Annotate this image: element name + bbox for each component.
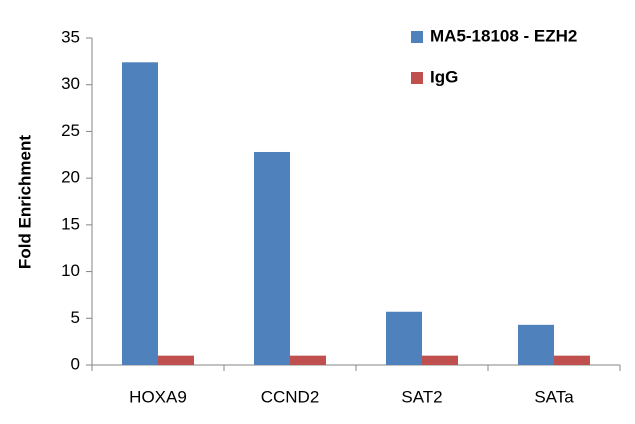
y-tick-label: 5 xyxy=(71,308,80,327)
x-tick-label: SATa xyxy=(534,387,574,406)
y-axis-label: Fold Enrichment xyxy=(15,135,34,269)
x-tick-label: HOXA9 xyxy=(129,387,187,406)
legend-label: MA5-18108 - EZH2 xyxy=(430,26,577,45)
x-tick-label: CCND2 xyxy=(261,387,320,406)
y-tick-label: 10 xyxy=(61,261,80,280)
y-tick-label: 20 xyxy=(61,168,80,187)
bar xyxy=(254,151,290,365)
bar xyxy=(554,355,590,365)
legend-swatch xyxy=(411,31,423,43)
legend-label: IgG xyxy=(430,67,458,86)
legend-swatch xyxy=(411,72,423,84)
y-tick-label: 25 xyxy=(61,121,80,140)
y-tick-label: 30 xyxy=(61,74,80,93)
bar xyxy=(386,311,422,365)
bar xyxy=(122,62,158,365)
y-tick-label: 15 xyxy=(61,214,80,233)
bar xyxy=(422,355,458,365)
y-tick-label: 0 xyxy=(71,354,80,373)
bar xyxy=(158,355,194,365)
bar xyxy=(290,355,326,365)
y-tick-label: 35 xyxy=(61,27,80,46)
x-tick-label: SAT2 xyxy=(401,387,442,406)
bar xyxy=(518,324,554,365)
